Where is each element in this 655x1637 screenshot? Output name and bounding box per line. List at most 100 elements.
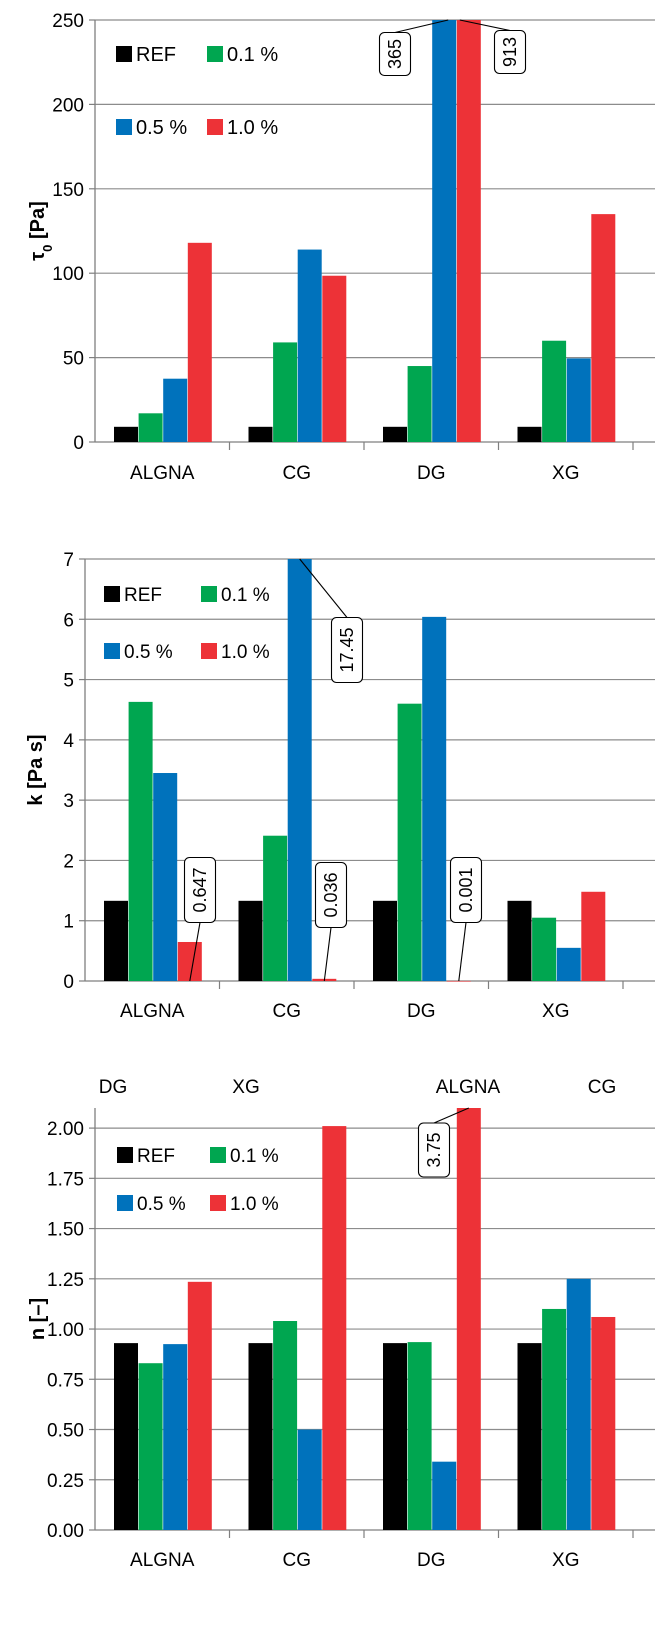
annotation-box: [314, 861, 348, 929]
legend-swatch: [116, 119, 132, 135]
y-tick-label: 4: [63, 731, 74, 752]
bar: [238, 900, 263, 981]
y-tick-label: 2: [63, 851, 74, 872]
bar: [422, 616, 447, 981]
stray-category-label: XG: [232, 1077, 259, 1098]
y-tick-label: 1.00: [47, 1320, 84, 1341]
bar: [297, 1429, 322, 1530]
bar: [581, 891, 606, 981]
stray-category-label: DG: [99, 1077, 128, 1098]
bar: [591, 1316, 616, 1530]
y-tick-label: 250: [52, 11, 84, 32]
y-tick-label: 5: [63, 671, 74, 692]
bar: [507, 900, 532, 981]
bar: [566, 358, 591, 442]
bar: [114, 426, 138, 442]
bar: [542, 1308, 567, 1530]
annotation-leader: [323, 927, 332, 982]
bar: [138, 1363, 163, 1530]
annotation-label: 3.75: [424, 1132, 444, 1167]
bar: [163, 1344, 188, 1530]
legend-swatch: [104, 586, 120, 602]
annotation-box: [378, 31, 412, 77]
x-tick-label: DG: [417, 1550, 446, 1571]
x-tick-label: ALGNA: [120, 1001, 185, 1022]
y-tick-label: 0: [73, 433, 84, 454]
legend-label: 0.5 %: [124, 642, 173, 663]
x-tick-label: DG: [417, 463, 446, 484]
bar: [566, 1278, 591, 1530]
bar: [373, 900, 397, 981]
legend-label: REF: [136, 44, 176, 66]
x-tick-label: XG: [542, 1001, 569, 1022]
y-tick-label: 1.75: [47, 1169, 84, 1190]
bar: [397, 703, 422, 981]
annotation-label: 365: [385, 39, 405, 69]
bar: [163, 378, 188, 442]
y-tick-label: 7: [63, 550, 74, 571]
bar: [432, 1461, 457, 1530]
y-tick-label: 100: [52, 264, 84, 285]
y-tick-label: 1.25: [47, 1270, 84, 1291]
legend-swatch: [201, 643, 217, 659]
bar: [407, 1342, 432, 1530]
annotation-label: 0.036: [321, 872, 341, 917]
bar: [556, 947, 581, 981]
bar: [517, 1343, 542, 1530]
bar: [456, 1108, 481, 1530]
bar: [187, 1281, 212, 1530]
legend-swatch: [116, 46, 132, 62]
x-tick-label: ALGNA: [130, 1550, 195, 1571]
bar: [446, 980, 471, 982]
y-tick-label: 3: [63, 791, 74, 812]
annotation-box: [330, 616, 364, 684]
bar: [128, 701, 153, 981]
bar: [114, 1343, 138, 1530]
x-tick-label: XG: [552, 1550, 579, 1571]
bar: [432, 20, 457, 442]
chart-tau: 0 50 100 150 200 250 τ0 [Pa] ALGNA CG DG XG REF 0.1 …: [27, 11, 655, 484]
bar: [104, 900, 128, 981]
y-tick-label: 0.75: [47, 1370, 84, 1391]
x-tick-label: XG: [552, 463, 579, 484]
y-tick-label: 0.00: [47, 1521, 84, 1542]
legend-label: 0.1 %: [230, 1146, 279, 1167]
legend-label: 1.0 %: [227, 117, 278, 139]
legend-label: 0.5 %: [136, 117, 187, 139]
y-axis-label: n [–]: [27, 1298, 49, 1340]
y-tick-label: 0: [63, 972, 74, 993]
annotation-label: 913: [500, 37, 520, 67]
y-tick-label: 200: [52, 95, 84, 116]
y-tick-label: 1.50: [47, 1220, 84, 1241]
bar: [297, 249, 322, 442]
bar: [138, 413, 163, 442]
legend-label: 0.5 %: [137, 1194, 186, 1215]
bar: [532, 917, 557, 981]
bar: [322, 1126, 347, 1530]
x-tick-label: CG: [283, 463, 312, 484]
annotation-box: [183, 856, 217, 924]
bar: [591, 214, 616, 442]
annotation-label: 0.001: [456, 867, 476, 912]
legend-swatch: [207, 119, 223, 135]
stray-category-label: ALGNA: [436, 1077, 501, 1098]
legend-swatch: [117, 1147, 133, 1163]
legend-label: 0.1 %: [227, 44, 278, 66]
legend-label: REF: [124, 585, 162, 606]
legend-swatch: [210, 1195, 226, 1211]
chart-n: 0.00 0.25 0.50 0.75 1.00 1.25 1.50 1.75 2.00 n [–…: [27, 1107, 655, 1571]
x-tick-label: CG: [273, 1001, 302, 1022]
x-tick-label: CG: [283, 1550, 312, 1571]
annotation-leader: [189, 922, 201, 982]
bar: [187, 242, 212, 442]
y-tick-label: 6: [63, 610, 74, 631]
annotation-box: [449, 856, 483, 924]
bar: [273, 1321, 298, 1530]
annotation-box: [417, 1122, 451, 1178]
annotation-leader: [299, 558, 348, 618]
y-axis-label: τ0 [Pa]: [27, 201, 55, 261]
bar: [263, 835, 288, 981]
annotation-leader: [459, 19, 511, 32]
annotation-leader: [458, 922, 467, 982]
legend-swatch: [201, 586, 217, 602]
